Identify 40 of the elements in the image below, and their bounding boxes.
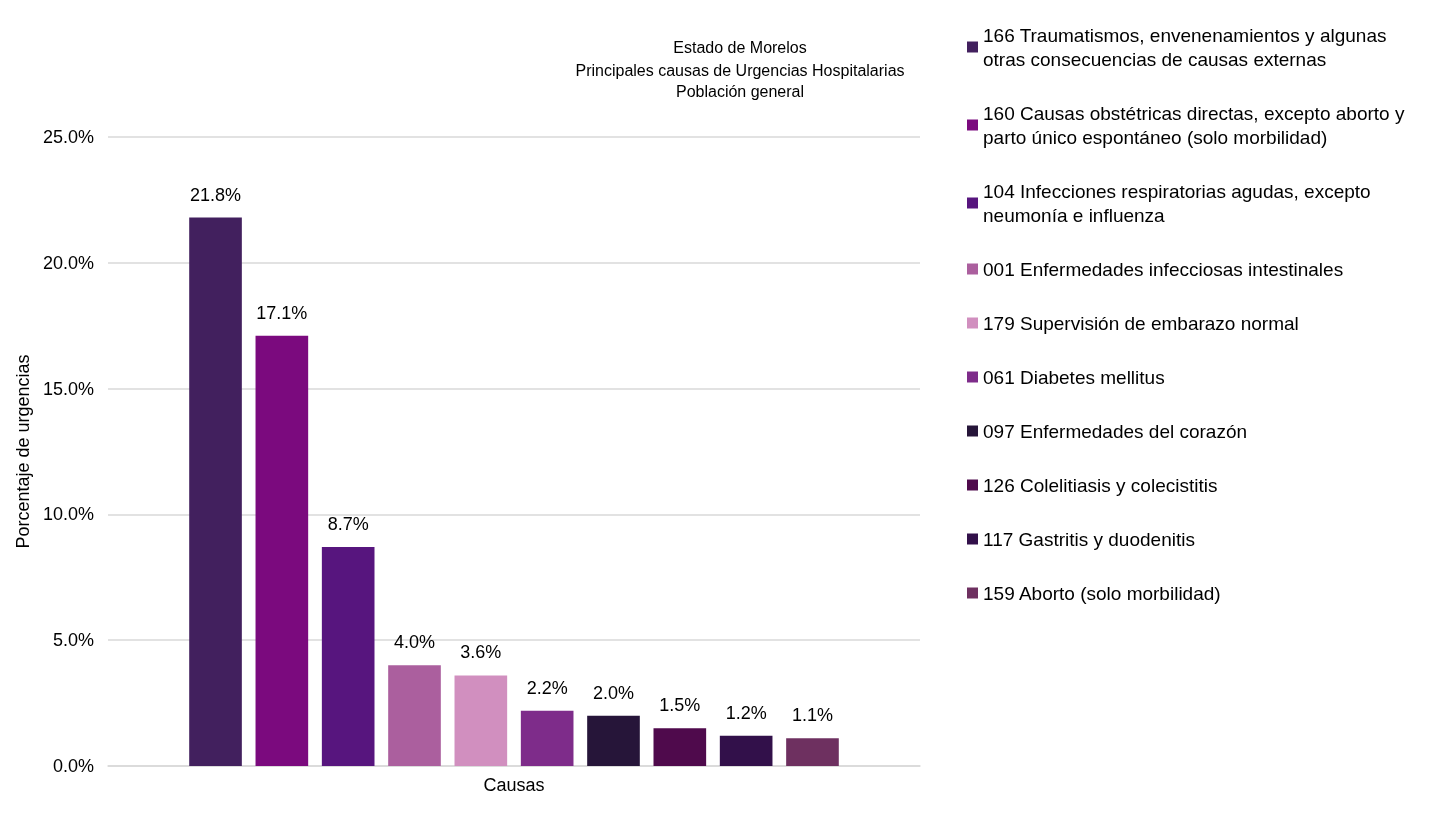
data-label: 4.0% — [393, 632, 436, 653]
bar — [520, 710, 574, 766]
y-tick-label: 0.0% — [52, 756, 94, 776]
legend-label: 159 Aborto (solo morbilidad) — [983, 582, 1221, 604]
bar — [587, 715, 640, 766]
y-tick-label: 10.0% — [42, 504, 94, 525]
bar — [388, 665, 441, 766]
y-tick-label: 15.0% — [42, 378, 94, 399]
legend-label: 126 Colelitiasis y colecistitis — [983, 474, 1218, 496]
legend-label: 001 Enfermedades infecciosas intestinales — [983, 258, 1344, 280]
data-label: 2.0% — [592, 682, 635, 703]
data-label: 2.2% — [526, 677, 568, 698]
bar — [653, 728, 707, 766]
y-tick-label: 5.0% — [52, 630, 94, 651]
y-axis-title: Porcentaje de urgencias — [13, 354, 34, 549]
y-tick-label: 20.0% — [42, 252, 94, 273]
bar — [719, 735, 773, 766]
bar — [189, 217, 242, 766]
bar — [786, 738, 839, 766]
bar — [321, 547, 375, 766]
data-label: 3.6% — [460, 642, 502, 663]
legend-label: 104 Infecciones respiratorias agudas, excepto neumonía e influenza — [983, 180, 1376, 226]
legend-label: 160 Causas obstétricas directas, excepto aborto y parto único espontáneo (solo morbilidad) — [983, 102, 1410, 148]
legend-label: 117 Gastritis y duodenitis — [983, 528, 1195, 550]
data-label: 17.1% — [256, 302, 308, 323]
x-tick-label: Causas — [483, 775, 545, 795]
data-label: 8.7% — [327, 514, 369, 535]
bar — [454, 675, 508, 766]
legend-label: 097 Enfermedades del corazón — [983, 420, 1248, 442]
data-label: 21.8% — [190, 184, 242, 205]
data-label: 1.1% — [791, 705, 833, 726]
data-label: 1.2% — [725, 702, 767, 723]
legend-label: 179 Supervisión de embarazo normal — [983, 312, 1299, 334]
chart-subtitle: Principales causas de Urgencias Hospitalarias Población general — [575, 62, 905, 100]
y-tick-label: 25.0% — [42, 127, 94, 147]
data-label: 1.5% — [659, 695, 701, 716]
legend-label: 061 Diabetes mellitus — [983, 366, 1165, 388]
legend-label: 166 Traumatismos, envenenamientos y algunas otras consecuencias de causas externas — [983, 24, 1392, 70]
bar — [255, 335, 309, 766]
chart-title: Estado de Morelos — [673, 39, 807, 56]
